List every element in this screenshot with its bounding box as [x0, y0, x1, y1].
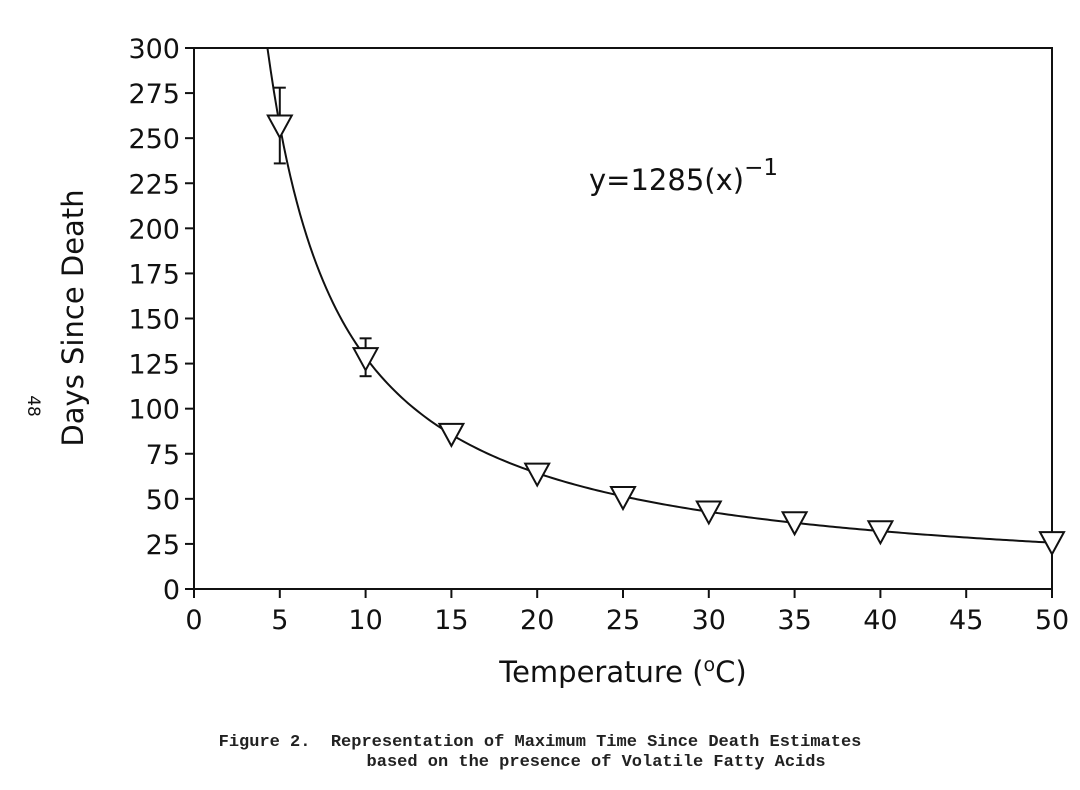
y-tick-label: 25	[146, 530, 180, 561]
x-tick-label: 50	[1035, 605, 1069, 636]
x-tick-label: 20	[520, 605, 554, 636]
y-tick-label: 175	[128, 259, 180, 290]
equation-base: y=1285(x)	[589, 163, 744, 197]
equation-annotation: y=1285(x)−1	[589, 155, 778, 197]
x-tick-label: 45	[949, 605, 983, 636]
y-tick-label: 125	[128, 350, 180, 381]
x-tick-label: 30	[692, 605, 726, 636]
data-point-marker	[437, 422, 466, 449]
fitted-curve	[266, 47, 1053, 544]
y-tick-label: 275	[128, 79, 180, 110]
y-tick-label: 75	[146, 440, 180, 471]
ticks: 0 5 10 15 20 25 30 35 40 45 50 0 25 50 75 100 125 150 175 2…	[128, 34, 1069, 636]
y-tick-label: 225	[128, 169, 180, 200]
figure-caption-line-2: based on the presence of Volatile Fatty …	[254, 753, 826, 772]
x-axis-title-degree: o	[704, 654, 716, 676]
x-tick-label: 10	[348, 605, 382, 636]
y-tick-label: 0	[163, 575, 180, 606]
x-tick-label: 35	[777, 605, 811, 636]
y-tick-label: 150	[128, 305, 180, 336]
data-points	[266, 114, 1066, 557]
y-tick-label: 250	[128, 124, 180, 155]
data-point-marker	[266, 114, 294, 140]
data-point-marker	[351, 347, 380, 373]
y-tick-label: 300	[128, 34, 180, 65]
page-number: 48	[23, 395, 43, 417]
x-axis-title: Temperature (oC)	[498, 654, 746, 689]
y-tick-label: 200	[128, 214, 180, 245]
x-tick-label: 40	[863, 605, 897, 636]
data-point-marker	[609, 486, 637, 512]
error-bars	[273, 86, 372, 378]
x-axis-title-main: Temperature (	[498, 655, 703, 689]
x-tick-label: 25	[606, 605, 640, 636]
data-point-marker	[523, 462, 551, 488]
data-point-marker	[695, 500, 723, 526]
y-tick-label: 50	[146, 485, 180, 516]
figure-caption-line-1: Figure 2. Representation of Maximum Time…	[218, 733, 862, 752]
y-tick-label: 100	[128, 395, 180, 426]
fitted-curve-line	[266, 47, 1053, 544]
equation-exponent: −1	[744, 155, 778, 181]
y-axis-title: Days Since Death	[56, 189, 90, 446]
x-axis-title-unit: C)	[715, 655, 747, 689]
data-point-marker	[1038, 531, 1066, 557]
data-point-marker	[780, 511, 809, 537]
x-tick-label: 15	[434, 605, 468, 636]
x-tick-label: 5	[271, 605, 288, 636]
data-point-marker	[866, 520, 895, 546]
x-tick-label: 0	[185, 605, 202, 636]
